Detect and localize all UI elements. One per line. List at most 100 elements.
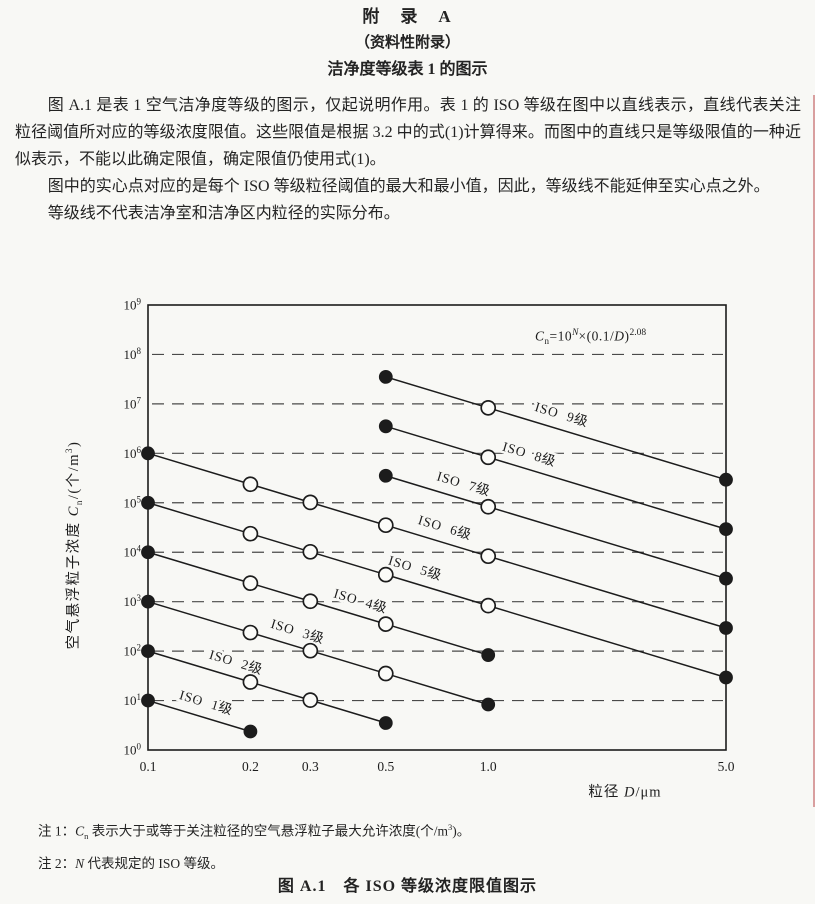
intermediate-point-iso6-d1 (480, 548, 497, 565)
x-tick-0.2: 0.2 (242, 759, 259, 774)
iso-class-label-6: ISO 6级 (416, 512, 473, 542)
endpoint-dot-iso6-d0.1 (141, 446, 155, 461)
intermediate-point-iso6-d0.2 (242, 476, 259, 493)
formula-var-c: C (535, 328, 545, 344)
endpoint-dot-iso8-d0.5 (378, 419, 393, 434)
intermediate-point-iso7-d1 (480, 498, 497, 515)
x-tick-0.5: 0.5 (377, 759, 394, 774)
formula-eq: =10 (549, 328, 573, 344)
endpoint-dot-iso7-d5 (719, 571, 733, 586)
iso-class-label-7: ISO 7级 (435, 468, 492, 498)
y-axis-title: 空气悬浮粒子浓度 Cn/(个/m3) (62, 441, 84, 650)
note-1-var-c: C (75, 823, 85, 839)
body-text-block: 图 A.1 是表 1 空气洁净度等级的图示，仅起说明作用。表 1 的 ISO 等… (15, 92, 801, 227)
intermediate-point-iso4-d0.5 (377, 616, 394, 632)
intermediate-point-iso3-d0.2 (242, 624, 259, 641)
y-tick-10e4: 104 (124, 544, 142, 560)
body-paragraph-3: 等级线不代表洁净室和洁净区内粒径的实际分布。 (47, 205, 400, 222)
intermediate-point-iso4-d0.3 (302, 593, 319, 610)
iso-class-line-1 (147, 699, 251, 733)
endpoint-dot-iso6-d5 (719, 621, 733, 635)
endpoint-dot-iso5-d0.1 (141, 495, 155, 510)
intermediate-point-iso5-d0.2 (242, 525, 259, 542)
note-1-sup: 3 (448, 822, 453, 832)
endpoint-dot-iso4-d0.1 (141, 545, 155, 560)
x-axis-title: 粒径 D/μm (588, 781, 661, 802)
endpoint-dot-iso8-d5 (719, 522, 733, 537)
formula-sub-n: n (544, 336, 550, 347)
endpoint-dot-iso1-d0.2 (243, 724, 258, 739)
x-tick-0.1: 0.1 (140, 759, 157, 774)
iso-class-label-8: ISO 8级 (501, 439, 558, 469)
x-axis-unit: /μm (635, 784, 662, 801)
note-1-label: 注 1： (38, 823, 76, 839)
appendix-heading: 洁净度等级表 1 的图示 (327, 61, 488, 78)
note-2: 注 2：N 代表规定的 ISO 等级。 (38, 854, 470, 874)
endpoint-dot-iso5-d5 (719, 670, 733, 685)
note-1: 注 1：Cn 表示大于或等于关注粒径的空气悬浮粒子最大允许浓度(个/m3)。 (38, 817, 470, 846)
y-tick-10e7: 107 (124, 395, 142, 411)
y-axis-unit-close: ) (66, 440, 83, 447)
x-tick-0.3: 0.3 (302, 759, 319, 774)
intermediate-point-iso3-d0.5 (377, 665, 394, 682)
y-axis-var-c: C (66, 505, 83, 517)
y-tick-10e2: 102 (124, 643, 142, 659)
intermediate-point-iso6-d0.3 (302, 494, 319, 511)
x-tick-5.0: 5.0 (718, 759, 735, 774)
formula-var-d: D (614, 328, 625, 344)
iso-class-line-6 (147, 452, 727, 629)
note-1-sub-n: n (84, 831, 89, 842)
iso-class-line-3 (147, 600, 489, 706)
endpoint-dot-iso9-d5 (719, 472, 733, 487)
formula-exp-2: 2.08 (629, 328, 647, 338)
y-tick-10e9: 109 (124, 297, 142, 313)
x-axis-title-text: 粒径 (588, 784, 625, 801)
formula-exp-n: N (572, 328, 579, 338)
endpoint-dot-iso7-d0.5 (378, 468, 393, 483)
body-paragraph-1: 图 A.1 是表 1 空气洁净度等级的图示，仅起说明作用。表 1 的 ISO 等… (15, 97, 801, 168)
y-tick-10e0: 100 (124, 742, 142, 758)
endpoint-dot-iso3-d1 (481, 697, 496, 712)
x-axis-var-d: D (624, 784, 636, 801)
iso-class-label-1: ISO 1级 (178, 687, 235, 717)
note-1-text: 表示大于或等于关注粒径的空气悬浮粒子最大允许浓度(个/m (88, 823, 449, 839)
formula-close: ) (624, 328, 630, 344)
scan-red-margin-line (812, 95, 815, 807)
body-paragraph-2: 图中的实心点对应的是每个 ISO 等级粒径阈值的最大和最小值，因此，等级线不能延… (47, 178, 770, 195)
figure-chart: ISO 1级 ISO 2级 ISO 3级 ISO 4级 ISO 5级 ISO 6级 ISO … (0, 285, 815, 810)
figure-caption: 图 A.1 各 ISO 等级浓度限值图示 (277, 878, 538, 895)
note-2-text: 代表规定的 ISO 等级。 (84, 856, 225, 872)
endpoint-dot-iso2-d0.1 (141, 644, 155, 659)
intermediate-point-iso8-d1 (480, 449, 497, 466)
endpoint-dot-iso9-d0.5 (378, 369, 393, 384)
note-2-var-n: N (75, 856, 85, 872)
iso-class-line-2 (147, 650, 387, 724)
iso-class-label-4: ISO 4级 (332, 586, 389, 616)
y-tick-10e3: 103 (124, 593, 142, 609)
y-tick-10e5: 105 (124, 494, 142, 510)
y-axis-sub-n: n (73, 499, 84, 506)
appendix-header: 附 录 A （资料性附录） 洁净度等级表 1 的图示 (0, 5, 815, 82)
x-tick-1.0: 1.0 (480, 759, 497, 774)
figure-notes: 注 1：Cn 表示大于或等于关注粒径的空气悬浮粒子最大允许浓度(个/m3)。 注… (38, 817, 470, 882)
iso-class-line-9 (385, 376, 727, 481)
formula-times: ×(0.1/ (578, 328, 615, 344)
intermediate-point-iso2-d0.2 (242, 674, 259, 690)
intermediate-point-iso5-d0.5 (377, 566, 394, 583)
intermediate-point-iso5-d1 (480, 597, 497, 614)
y-axis-unit-sup: 3 (64, 446, 75, 453)
appendix-title: 附 录 A (362, 7, 453, 26)
intermediate-point-iso9-d1 (480, 399, 497, 416)
appendix-subtitle: （资料性附录） (354, 35, 460, 51)
note-1-tail: )。 (452, 823, 471, 839)
intermediate-point-iso5-d0.3 (302, 543, 319, 560)
y-tick-10e8: 108 (124, 346, 142, 362)
intermediate-point-iso3-d0.3 (302, 642, 319, 659)
endpoint-dot-iso4-d1 (481, 648, 496, 662)
endpoint-dot-iso3-d0.1 (141, 594, 155, 609)
endpoint-dot-iso2-d0.5 (378, 716, 393, 730)
intermediate-point-iso4-d0.2 (242, 575, 259, 591)
iso-class-label-3: ISO 3级 (269, 616, 326, 646)
